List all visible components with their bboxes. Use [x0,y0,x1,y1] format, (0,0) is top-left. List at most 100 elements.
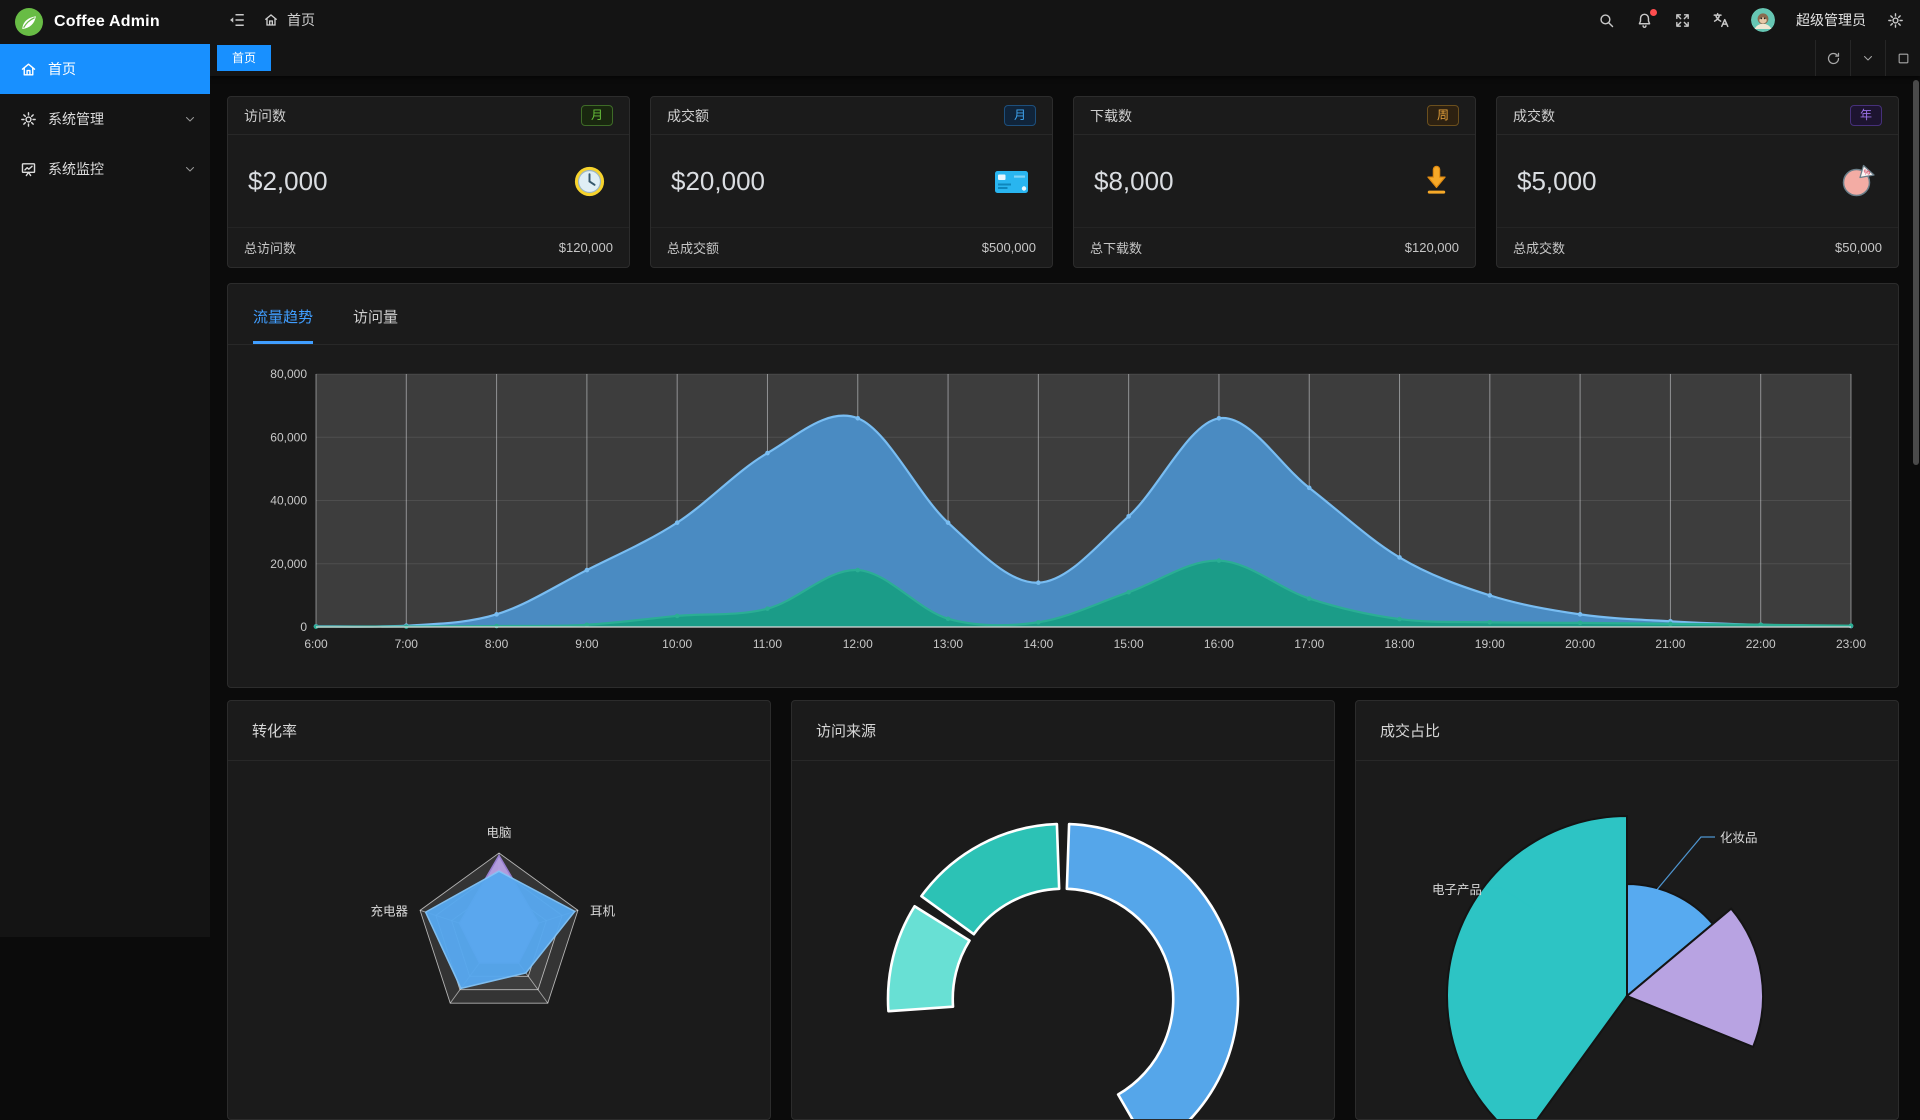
sidebar-item-0[interactable]: 首页 [0,44,210,94]
panel-title: 成交占比 [1356,701,1898,761]
chevron-down-icon [184,113,196,125]
svg-text:电脑: 电脑 [486,826,511,840]
svg-text:17:00: 17:00 [1294,637,1324,651]
svg-text:13:00: 13:00 [933,637,963,651]
chevron-down-icon [184,163,196,175]
svg-text:6:00: 6:00 [304,637,328,651]
stat-card-badge: 年 [1850,105,1882,127]
stat-card-0: 访问数 月 $2,000 总访问数 $120,000 [227,96,630,268]
stat-card-footer-value: $50,000 [1835,240,1882,255]
stat-card-value: $20,000 [671,166,765,197]
sidebar-item-label: 系统监控 [48,159,104,179]
bottom-row: 转化率 电脑耳机 充电器 访问来源 成交占比 电子产品化妆品 [227,700,1899,1120]
svg-text:%: % [1864,168,1871,177]
sidebar-item-2[interactable]: 系统监控 [0,144,210,194]
stat-card-value: $2,000 [248,166,328,197]
monitor-icon [20,161,37,178]
stats-row: 访问数 月 $2,000 总访问数 $120,000 成交额 月 $20,000… [227,96,1899,268]
svg-text:16:00: 16:00 [1204,637,1234,651]
visit-source-panel: 访问来源 [791,700,1335,1120]
tabbar: 首页 [210,40,1920,76]
chevron-down-icon[interactable] [1850,40,1885,76]
avatar[interactable] [1751,8,1775,32]
breadcrumb[interactable]: 首页 [263,10,315,30]
stat-card-badge: 月 [581,105,613,127]
breadcrumb-label: 首页 [287,10,315,30]
svg-text:20,000: 20,000 [270,557,307,571]
stat-card-value: $8,000 [1094,166,1174,197]
stat-card-footer-label: 总成交数 [1513,238,1565,257]
stat-card-badge: 月 [1004,105,1036,127]
svg-text:21:00: 21:00 [1655,637,1685,651]
clock-icon [572,164,607,199]
search-icon[interactable] [1598,12,1615,29]
main-content: 访问数 月 $2,000 总访问数 $120,000 成交额 月 $20,000… [210,76,1920,937]
notification-dot [1650,9,1657,16]
vertical-scrollbar[interactable] [1913,80,1919,465]
svg-text:20:00: 20:00 [1565,637,1595,651]
sidebar-item-label: 系统管理 [48,109,104,129]
download-icon [1420,163,1453,200]
fullscreen-icon[interactable] [1674,12,1691,29]
svg-text:18:00: 18:00 [1385,637,1415,651]
stat-card-footer-label: 总成交额 [667,238,719,257]
stat-card-footer-value: $120,000 [1405,240,1459,255]
stat-card-2: 下载数 周 $8,000 总下载数 $120,000 [1073,96,1476,268]
svg-text:10:00: 10:00 [662,637,692,651]
svg-text:0: 0 [300,620,307,634]
sidebar-item-1[interactable]: 系统管理 [0,94,210,144]
page-tab-0[interactable]: 首页 [217,45,271,71]
leaf-logo-icon [14,7,44,37]
traffic-trend-card: 流量趋势 访问量 0 20,000 40,000 60,000 80,000 6:00 7:0… [227,283,1899,688]
svg-text:80,000: 80,000 [270,367,307,381]
fold-icon[interactable] [228,11,246,29]
stat-card-value: $5,000 [1517,166,1597,197]
svg-text:19:00: 19:00 [1475,637,1505,651]
app-title: Coffee Admin [54,13,160,31]
svg-text:15:00: 15:00 [1114,637,1144,651]
refresh-icon[interactable] [1815,40,1850,76]
panel-title: 转化率 [228,701,770,761]
visit-source-donut-chart [792,761,1334,1119]
sidebar-menu: 首页系统管理系统监控 [0,44,210,194]
gear-icon[interactable] [1887,12,1904,29]
stat-card-1: 成交额 月 $20,000 总成交额 $500,000 [650,96,1053,268]
app-logo: Coffee Admin [0,0,210,44]
stat-card-title: 下载数 [1090,106,1132,126]
svg-text:耳机: 耳机 [590,904,616,918]
panel-title: 访问来源 [792,701,1334,761]
svg-text:8:00: 8:00 [485,637,509,651]
stat-card-footer-label: 总下载数 [1090,238,1142,257]
deal-share-panel: 成交占比 电子产品化妆品 [1355,700,1899,1120]
bell-icon[interactable] [1636,12,1653,29]
svg-text:充电器: 充电器 [371,903,409,918]
svg-text:22:00: 22:00 [1746,637,1776,651]
svg-text:电子产品: 电子产品 [1432,883,1482,897]
svg-text:40,000: 40,000 [270,494,307,508]
trend-tab-1[interactable]: 访问量 [353,306,398,344]
svg-text:11:00: 11:00 [753,637,782,651]
home-icon [263,12,279,28]
svg-text:12:00: 12:00 [843,637,873,651]
svg-text:60,000: 60,000 [270,430,307,444]
home-icon [20,61,37,78]
conversion-rate-panel: 转化率 电脑耳机 充电器 [227,700,771,1120]
trend-tab-0[interactable]: 流量趋势 [253,306,313,344]
stat-card-title: 访问数 [244,106,286,126]
sidebar: Coffee Admin 首页系统管理系统监控 [0,0,210,937]
stat-card-title: 成交额 [667,106,709,126]
credit-card-icon [993,166,1030,197]
translate-icon[interactable] [1712,11,1730,29]
svg-text:23:00: 23:00 [1836,637,1866,651]
maximize-icon[interactable] [1885,40,1920,76]
sidebar-item-label: 首页 [48,59,76,79]
svg-text:9:00: 9:00 [575,637,599,651]
trend-tabs: 流量趋势 访问量 [228,284,1898,345]
username: 超级管理员 [1796,10,1866,30]
svg-text:7:00: 7:00 [395,637,419,651]
gear-icon [20,111,37,128]
pie-percent-icon: % [1840,163,1876,199]
stat-card-footer-value: $500,000 [982,240,1036,255]
